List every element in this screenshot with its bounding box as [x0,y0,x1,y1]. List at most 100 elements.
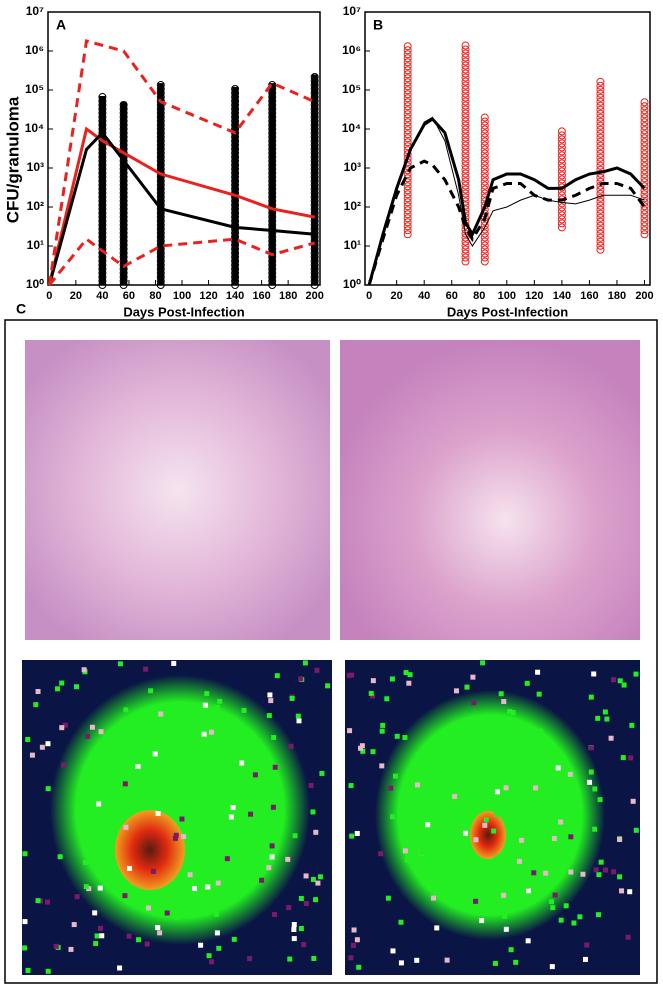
range-circle [268,237,277,245]
range-circle [461,97,470,106]
range-circle [310,197,319,205]
range-circle [480,165,489,174]
simulation-core [115,810,185,890]
range-circle [310,93,319,101]
cell [584,942,590,948]
cell [494,854,500,860]
range-circle [119,225,128,233]
range-circle [403,210,412,219]
range-circle [596,181,605,190]
cell [89,724,95,730]
range-circle [480,233,489,242]
range-circle [310,193,319,201]
range-circle [268,89,277,97]
range-circle [98,129,107,137]
cell [271,735,277,741]
range-circle [268,165,277,173]
range-circle [596,213,605,222]
cell [93,864,99,870]
range-circle [596,229,605,238]
x-tick-label: 160 [252,290,270,302]
range-circle [480,113,489,122]
cell [292,833,298,839]
cell [108,772,114,778]
range-circle [461,45,470,54]
cell [625,934,631,940]
cell [510,710,516,716]
y-tick-label: 10³ [344,160,361,174]
range [480,113,489,266]
range-circle [231,113,240,121]
range-circle [156,185,165,193]
range [119,101,128,289]
range-circle [403,98,412,107]
range-circle [98,265,107,273]
cell [146,905,152,911]
series-line [367,159,646,286]
cell [498,691,504,697]
cell [633,827,639,833]
cell [524,680,530,686]
cell [621,682,627,688]
range-circle [98,233,107,241]
range-circle [640,106,649,115]
range-circle [557,215,566,224]
cell [266,865,272,871]
range-circle [156,125,165,133]
cell [580,871,586,877]
cell [378,851,384,857]
cell [206,953,212,959]
cell [150,868,156,874]
range-circle [480,185,489,194]
cell [198,942,204,948]
cell [45,741,51,747]
range-circle [557,175,566,184]
cell [390,948,396,954]
x-tick-label: 140 [226,290,244,302]
cell [287,956,293,962]
cell [349,672,355,678]
range-circle [403,46,412,55]
cell [272,764,278,770]
y-axis-label: CFU/granuloma [3,96,22,223]
range-circle [156,105,165,113]
range-circle [596,209,605,218]
range-circle [231,249,240,257]
cell [502,913,508,919]
range-circle [310,189,319,197]
range-circle [119,109,128,117]
range-circle [403,130,412,139]
cell [74,684,80,690]
range-circle [596,97,605,106]
range-circle [310,205,319,213]
cell [347,728,353,734]
cell [291,922,297,928]
range-circle [596,89,605,98]
cell [71,922,77,928]
range-circle [231,97,240,105]
range-circle [640,138,649,147]
range-circle [156,89,165,97]
range-circle [461,153,470,162]
panel-label: B [373,17,383,33]
range-circle [268,265,277,273]
range-circle [98,117,107,125]
range-circle [403,126,412,135]
cell [211,887,217,893]
range-circle [98,153,107,161]
cell [588,745,594,751]
cell [348,955,354,961]
cell [450,876,456,882]
cell [598,859,604,865]
range-circle [461,85,470,94]
range-circle [119,229,128,237]
cell [191,886,197,892]
x-tick-label: 140 [553,290,571,302]
range [310,73,319,289]
cell [392,773,398,779]
cell [453,775,459,781]
range-circle [310,77,319,85]
cell [143,666,149,672]
range-circle [156,133,165,141]
range-circle [98,177,107,185]
